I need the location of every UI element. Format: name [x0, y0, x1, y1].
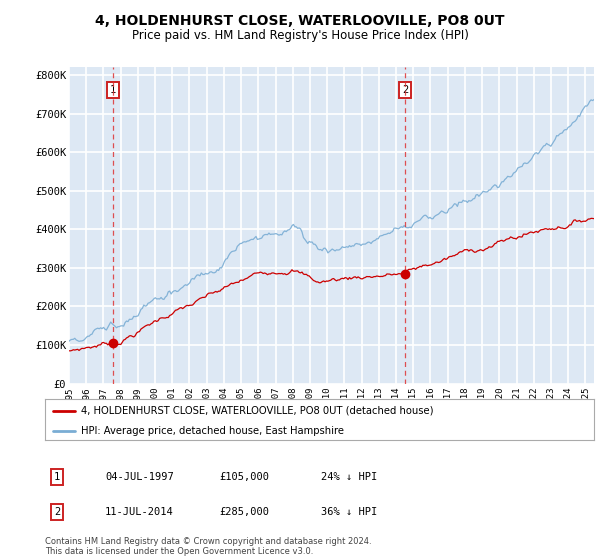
Text: 1: 1	[54, 472, 60, 482]
Text: 1: 1	[110, 85, 116, 95]
Text: 2: 2	[402, 85, 409, 95]
Text: 4, HOLDENHURST CLOSE, WATERLOOVILLE, PO8 0UT: 4, HOLDENHURST CLOSE, WATERLOOVILLE, PO8…	[95, 14, 505, 28]
Text: 4, HOLDENHURST CLOSE, WATERLOOVILLE, PO8 0UT (detached house): 4, HOLDENHURST CLOSE, WATERLOOVILLE, PO8…	[80, 405, 433, 416]
Text: Contains HM Land Registry data © Crown copyright and database right 2024.: Contains HM Land Registry data © Crown c…	[45, 537, 371, 546]
Text: 04-JUL-1997: 04-JUL-1997	[105, 472, 174, 482]
Text: 11-JUL-2014: 11-JUL-2014	[105, 507, 174, 517]
Text: This data is licensed under the Open Government Licence v3.0.: This data is licensed under the Open Gov…	[45, 547, 313, 556]
Text: 2: 2	[54, 507, 60, 517]
Text: £285,000: £285,000	[219, 507, 269, 517]
Text: 36% ↓ HPI: 36% ↓ HPI	[321, 507, 377, 517]
Text: £105,000: £105,000	[219, 472, 269, 482]
Text: 24% ↓ HPI: 24% ↓ HPI	[321, 472, 377, 482]
Text: Price paid vs. HM Land Registry's House Price Index (HPI): Price paid vs. HM Land Registry's House …	[131, 29, 469, 43]
Text: HPI: Average price, detached house, East Hampshire: HPI: Average price, detached house, East…	[80, 426, 344, 436]
